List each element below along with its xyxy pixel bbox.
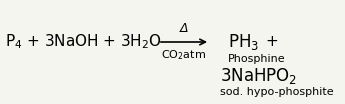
Text: Phosphine: Phosphine (228, 54, 286, 64)
Text: 3NaHPO$_2$: 3NaHPO$_2$ (220, 66, 297, 86)
Text: P$_4$ + 3NaOH + 3H$_2$O: P$_4$ + 3NaOH + 3H$_2$O (5, 33, 162, 51)
Text: +: + (265, 35, 278, 50)
Text: CO$_2$atm: CO$_2$atm (161, 48, 207, 62)
Text: sod. hypo-phosphite: sod. hypo-phosphite (220, 87, 334, 97)
Text: Δ: Δ (180, 22, 188, 35)
Text: PH$_3$: PH$_3$ (228, 32, 259, 52)
